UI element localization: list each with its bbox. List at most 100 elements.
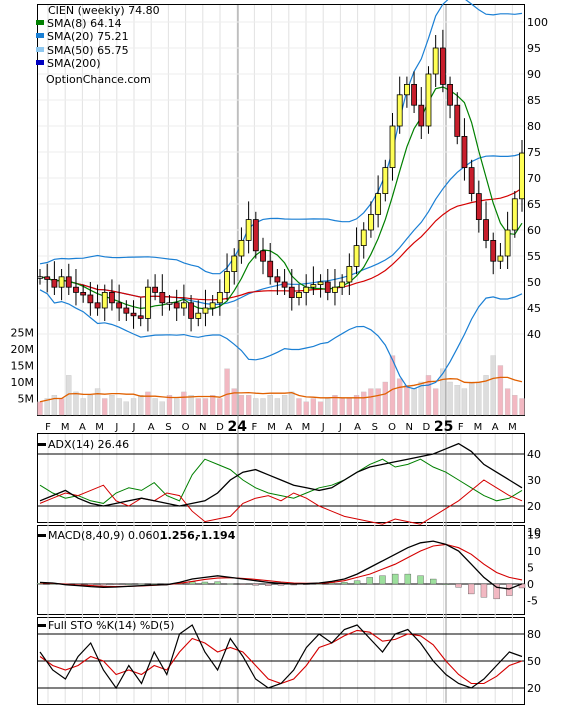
adx-tick-label: 10 xyxy=(527,526,541,539)
volume-bar xyxy=(123,401,129,416)
candle-body xyxy=(80,291,87,296)
price-tick-label: 45 xyxy=(527,302,541,315)
month-label: S xyxy=(165,422,171,433)
volume-bar xyxy=(368,388,374,416)
price-tick-label: 85 xyxy=(527,94,541,107)
volume-bar xyxy=(483,375,489,416)
macd-tick-label: 10 xyxy=(527,545,541,558)
candle-body xyxy=(202,307,209,314)
candle-body xyxy=(461,135,468,168)
volume-bar xyxy=(433,388,439,416)
macd-histogram-bar xyxy=(506,583,513,596)
month-label: F xyxy=(252,422,258,433)
volume-bar xyxy=(389,355,396,416)
macd-histogram-bar xyxy=(480,583,488,598)
candle-body xyxy=(44,276,51,280)
price-tick-label: 95 xyxy=(527,42,541,55)
candle-body xyxy=(360,229,367,246)
volume-bar xyxy=(461,388,468,416)
macd-histogram-bar xyxy=(252,583,259,586)
sto-tick-label: 20 xyxy=(527,682,541,695)
candle-body xyxy=(475,193,482,221)
volume-tick-label: 25M xyxy=(11,327,35,340)
month-label: M xyxy=(474,422,483,433)
macd-histogram-bar xyxy=(430,578,437,585)
legend-swatch-sma50 xyxy=(36,47,44,52)
volume-tick-label: 15M xyxy=(11,360,35,373)
macd-histogram-bar xyxy=(138,583,145,585)
macd-signal-value: 1.256, xyxy=(160,529,199,542)
candle-body xyxy=(332,286,338,293)
month-label: S xyxy=(372,422,378,433)
volume-bar xyxy=(245,395,252,416)
candle-body xyxy=(188,302,194,319)
macd-histogram-bar xyxy=(100,583,107,586)
candle-body xyxy=(382,167,389,195)
candle-body xyxy=(216,291,223,304)
month-label: J xyxy=(132,422,136,433)
adx-label: ADX(14) 26.46 xyxy=(48,438,129,451)
macd-histogram-bar xyxy=(201,581,209,585)
grid xyxy=(38,5,524,703)
macd-signal-line xyxy=(39,543,523,588)
volume-bar xyxy=(404,385,410,416)
candle-body xyxy=(368,213,374,231)
candle-body xyxy=(490,239,497,262)
volume-bar xyxy=(512,395,518,416)
macd-histogram-bar xyxy=(455,583,462,588)
month-label: D xyxy=(423,422,431,433)
volume-bar xyxy=(440,368,446,416)
candle-body xyxy=(238,239,245,257)
candle-body xyxy=(152,286,159,293)
indicator-lines xyxy=(36,442,526,690)
volume-bar xyxy=(238,395,245,416)
month-label: M xyxy=(267,422,276,433)
month-label: M xyxy=(302,422,311,433)
volume-bar xyxy=(289,391,295,416)
candle-body xyxy=(116,302,123,309)
macd-tick-label: -5 xyxy=(527,595,538,608)
sto-d-line xyxy=(39,629,523,685)
macd-histogram-bar xyxy=(87,583,94,586)
volume-bar xyxy=(174,398,180,416)
volume-bar xyxy=(382,381,388,416)
price-tick-label: 40 xyxy=(527,328,541,341)
candle-body xyxy=(418,104,425,127)
candle-body xyxy=(94,302,101,309)
price-tick-label: 90 xyxy=(527,68,541,81)
volume-bar xyxy=(296,398,302,416)
bollinger-lower xyxy=(39,289,523,390)
macd-histogram-bar xyxy=(353,580,361,585)
macd-histogram-bar xyxy=(125,583,132,586)
volume-bar xyxy=(109,395,115,416)
candle-body xyxy=(231,255,238,273)
price-tick-label: 55 xyxy=(527,250,541,263)
sto-tick-label: 50 xyxy=(527,655,541,668)
volume-bar xyxy=(447,381,453,416)
volume-bar xyxy=(353,395,360,416)
macd-tick-label: 5 xyxy=(527,562,534,575)
adx-legend-swatch xyxy=(38,443,46,446)
macd-histogram-bar xyxy=(468,583,475,595)
candle-body xyxy=(252,219,259,252)
volume-bar xyxy=(210,395,216,416)
candle-body xyxy=(411,84,417,106)
volume-bar xyxy=(310,398,317,416)
candle-body xyxy=(224,271,230,293)
month-label: J xyxy=(321,422,325,433)
volume-bar xyxy=(188,395,194,416)
price-panel-frame xyxy=(37,4,525,416)
candle-body xyxy=(339,281,346,288)
volume-bar xyxy=(159,401,165,416)
volume-bar xyxy=(152,398,158,416)
sto-panel-frame xyxy=(37,617,525,705)
panel-frames xyxy=(37,4,525,705)
macd-histogram-bar xyxy=(265,583,272,586)
volume-bars xyxy=(37,355,525,416)
macd-hist-value: -1.194 xyxy=(196,529,236,542)
volume-bar xyxy=(181,391,187,416)
volume-bar xyxy=(339,398,345,416)
candle-body xyxy=(37,276,43,279)
candle-body xyxy=(267,260,274,278)
candle-body xyxy=(58,276,65,288)
